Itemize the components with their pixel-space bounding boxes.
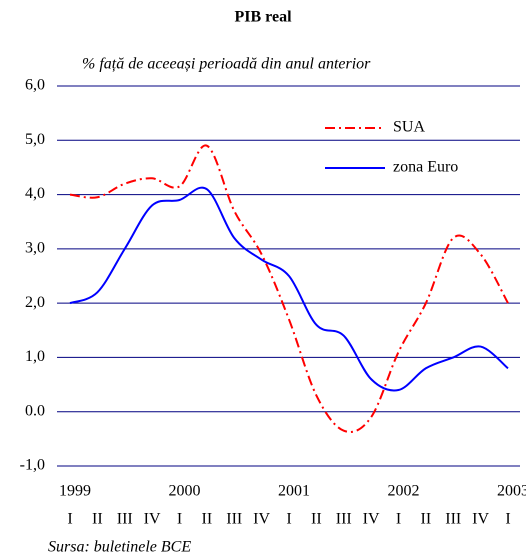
x-tick-label: I	[286, 511, 291, 528]
x-tick-label: I	[505, 511, 510, 528]
chart-title: PIB real	[234, 9, 292, 26]
y-tick-label: 5,0	[25, 131, 45, 148]
y-tick-label: 3,0	[25, 240, 45, 257]
x-tick-label: I	[67, 511, 72, 528]
x-tick-label: IV	[363, 511, 380, 528]
legend-label: zona Euro	[393, 159, 458, 176]
x-tick-label: II	[202, 511, 213, 528]
legend-label: SUA	[393, 119, 425, 136]
x-tick-label: II	[92, 511, 103, 528]
x-tick-label: IV	[144, 511, 161, 528]
x-tick-label: I	[396, 511, 401, 528]
year-label: 2002	[388, 483, 420, 500]
series-line	[69, 144, 509, 433]
x-tick-label: III	[226, 511, 242, 528]
y-tick-label: -1,0	[20, 457, 45, 474]
chart-subtitle: % față de aceeași perioadă din anul ante…	[82, 56, 371, 73]
series-line	[69, 186, 509, 392]
x-tick-label: II	[311, 511, 322, 528]
x-tick-label: IV	[472, 511, 489, 528]
y-tick-label: 1,0	[25, 348, 45, 365]
year-label: 1999	[59, 483, 91, 500]
x-tick-label: IV	[253, 511, 270, 528]
source: Sursa: buletinele BCE	[48, 539, 191, 556]
x-tick-label: III	[445, 511, 461, 528]
x-tick-label: III	[117, 511, 133, 528]
year-label: 2001	[278, 483, 310, 500]
y-tick-label: 2,0	[25, 294, 45, 311]
x-tick-label: I	[177, 511, 182, 528]
y-tick-label: 4,0	[25, 185, 45, 202]
x-tick-label: III	[336, 511, 352, 528]
year-label: 2003	[497, 483, 526, 500]
y-tick-label: 6,0	[25, 77, 45, 94]
x-tick-label: II	[421, 511, 432, 528]
y-tick-label: 0.0	[25, 402, 45, 419]
year-label: 2000	[169, 483, 201, 500]
